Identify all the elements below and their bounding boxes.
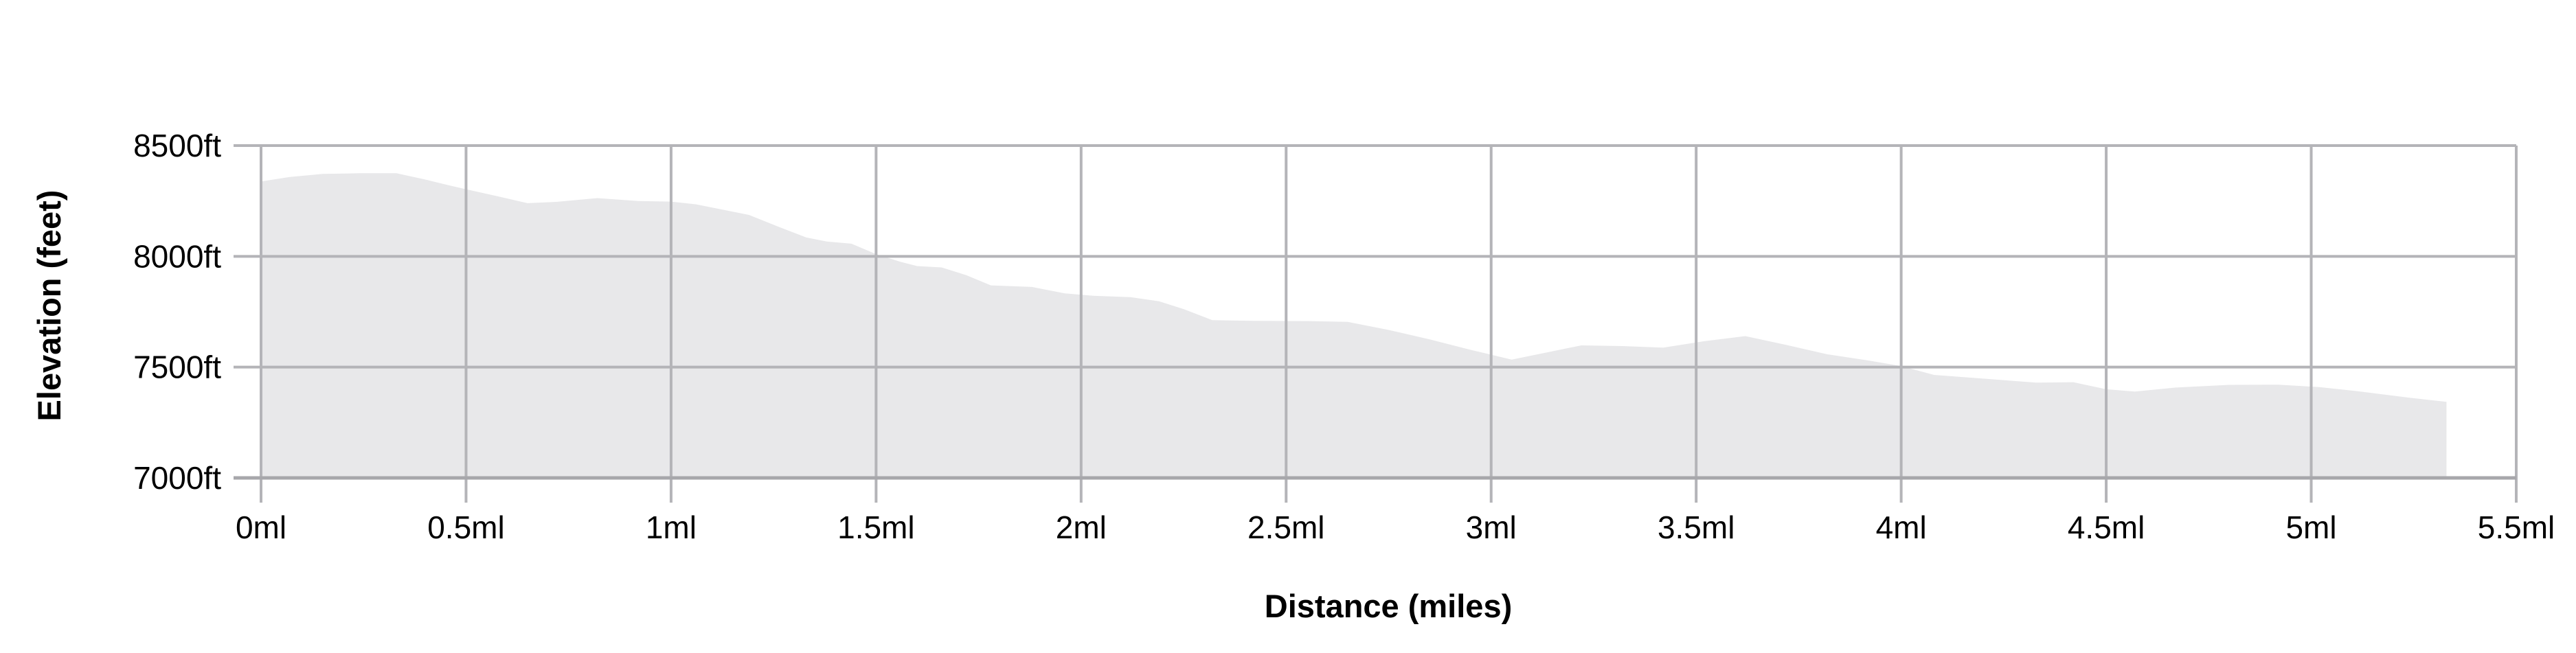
x-tick-label: 2.5ml xyxy=(1247,509,1324,545)
area-layer xyxy=(261,173,2447,479)
y-axis-title: Elevation (feet) xyxy=(31,190,67,422)
grid-layer xyxy=(234,144,2518,503)
x-tick-label: 2ml xyxy=(1056,509,1107,545)
x-tick-label: 1.5ml xyxy=(837,509,914,545)
x-tick-label: 4ml xyxy=(1876,509,1927,545)
x-tick-label: 1ml xyxy=(646,509,697,545)
x-tick-label: 5.5ml xyxy=(2478,509,2555,545)
x-tick-label: 4.5ml xyxy=(2068,509,2145,545)
elevation-area xyxy=(261,173,2447,479)
x-tick-label: 0.5ml xyxy=(427,509,504,545)
y-tick-label: 7000ft xyxy=(133,460,221,496)
x-axis-title: Distance (miles) xyxy=(1265,588,1512,624)
x-tick-label: 0ml xyxy=(236,509,286,545)
x-tick-label: 3ml xyxy=(1466,509,1517,545)
y-tick-label: 8000ft xyxy=(133,238,221,274)
x-tick-label: 3.5ml xyxy=(1658,509,1735,545)
x-tick-label: 5ml xyxy=(2285,509,2336,545)
tick-label-layer: 0ml 0.5ml 1ml 1.5ml 2ml 2.5ml 3ml 3.5ml 4ml 4.5ml… xyxy=(133,128,2555,545)
y-tick-label: 7500ft xyxy=(133,350,221,385)
y-tick-label: 8500ft xyxy=(133,128,221,163)
